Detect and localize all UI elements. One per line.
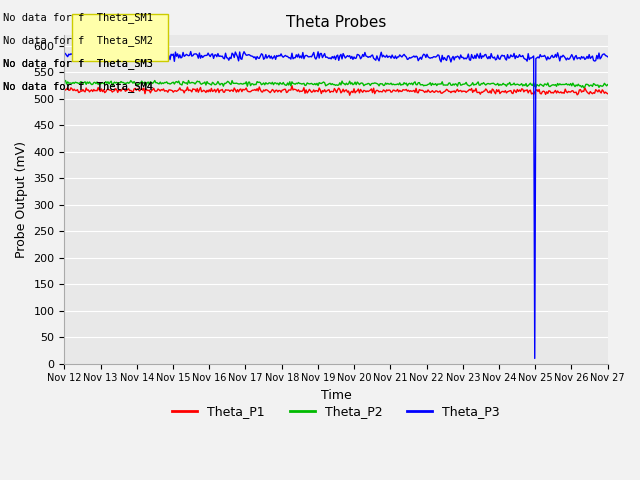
Text: No data for f  Theta_SM2: No data for f Theta_SM2: [3, 35, 153, 46]
Text: No data for f  Theta_SM3: No data for f Theta_SM3: [3, 58, 153, 69]
Text: No data for f  Theta_SM4: No data for f Theta_SM4: [3, 81, 153, 92]
Text: No data for f  Theta_SM1: No data for f Theta_SM1: [3, 12, 153, 23]
Title: Theta Probes: Theta Probes: [286, 15, 386, 30]
Y-axis label: Probe Output (mV): Probe Output (mV): [15, 141, 28, 258]
Legend: Theta_P1, Theta_P2, Theta_P3: Theta_P1, Theta_P2, Theta_P3: [167, 400, 505, 423]
Text: No data for f  Theta_SM4: No data for f Theta_SM4: [3, 81, 153, 92]
Text: No data for f  Theta_SM3: No data for f Theta_SM3: [3, 58, 153, 69]
X-axis label: Time: Time: [321, 389, 351, 402]
